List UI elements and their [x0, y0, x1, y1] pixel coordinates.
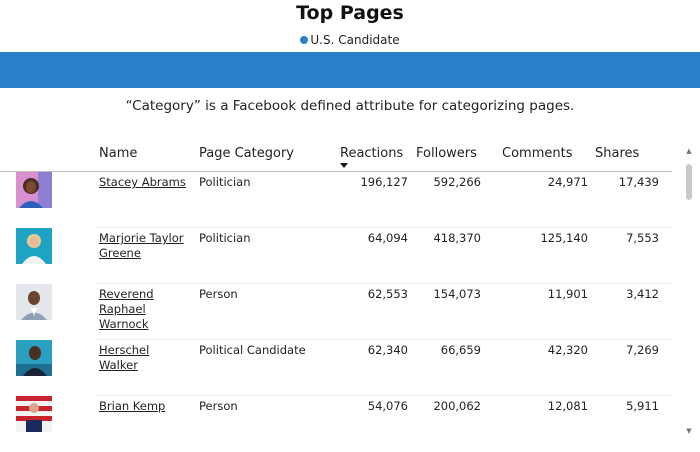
row-reactions: 62,340: [367, 343, 408, 357]
scrollbar-thumb[interactable]: [686, 164, 692, 200]
row-followers: 154,073: [433, 287, 481, 301]
header-band: [0, 52, 700, 88]
row-comments: 42,320: [547, 343, 588, 357]
row-shares: 5,911: [626, 399, 659, 413]
row-reactions: 62,553: [367, 287, 408, 301]
row-name-link[interactable]: Brian Kemp: [99, 399, 166, 413]
avatar: [16, 228, 52, 264]
row-category: Politician: [199, 175, 251, 189]
avatar: [16, 284, 52, 320]
avatar: [16, 396, 52, 432]
column-header-name[interactable]: Name: [99, 146, 138, 161]
table-scrollbar[interactable]: ▲ ▼: [684, 146, 694, 436]
row-comments: 12,081: [547, 399, 588, 413]
avatar: [16, 340, 52, 376]
row-shares: 7,553: [626, 231, 659, 245]
row-followers: 592,266: [433, 175, 481, 189]
row-shares: 7,269: [626, 343, 659, 357]
row-reactions: 196,127: [360, 175, 408, 189]
row-shares: 17,439: [618, 175, 659, 189]
row-reactions: 54,076: [367, 399, 408, 413]
row-reactions: 64,094: [367, 231, 408, 245]
page-title: Top Pages: [296, 2, 404, 24]
table-row: Marjorie Taylor Greene Politician 64,094…: [0, 228, 672, 284]
table-row: Herschel Walker Political Candidate 62,3…: [0, 340, 672, 396]
header-divider: [0, 171, 672, 172]
row-divider: [95, 283, 672, 284]
row-category: Person: [199, 287, 238, 301]
row-followers: 66,659: [440, 343, 481, 357]
scroll-up-icon[interactable]: ▲: [686, 147, 692, 155]
row-divider: [95, 339, 672, 340]
row-divider: [95, 395, 672, 396]
row-name-link[interactable]: Herschel Walker: [99, 343, 150, 372]
row-category: Political Candidate: [199, 343, 306, 357]
row-followers: 200,062: [433, 399, 481, 413]
legend: U.S. Candidate: [0, 33, 700, 47]
row-comments: 24,971: [547, 175, 588, 189]
column-header-reactions[interactable]: Reactions: [340, 146, 404, 161]
legend-label: U.S. Candidate: [310, 33, 400, 47]
row-category: Politician: [199, 231, 251, 245]
sort-descending-icon: [340, 163, 348, 168]
row-divider: [95, 227, 672, 228]
row-name-link[interactable]: Marjorie Taylor Greene: [99, 231, 184, 260]
legend-dot: [300, 36, 309, 44]
category-note: “Category” is a Facebook defined attribu…: [125, 98, 575, 114]
column-header-shares[interactable]: Shares: [595, 146, 640, 161]
column-header-comments[interactable]: Comments: [502, 146, 573, 161]
avatar: [16, 172, 52, 208]
table-row: Brian Kemp Person 54,076 200,062 12,081 …: [0, 396, 672, 452]
row-comments: 125,140: [540, 231, 588, 245]
table-row: Stacey Abrams Politician 196,127 592,266…: [0, 172, 672, 228]
row-comments: 11,901: [547, 287, 588, 301]
row-name-link[interactable]: Stacey Abrams: [99, 175, 186, 189]
column-header-category[interactable]: Page Category: [199, 146, 294, 161]
row-followers: 418,370: [433, 231, 481, 245]
row-name-link[interactable]: Reverend Raphael Warnock: [99, 287, 154, 331]
scroll-down-icon[interactable]: ▼: [686, 427, 692, 435]
row-shares: 3,412: [626, 287, 659, 301]
row-category: Person: [199, 399, 238, 413]
column-header-followers[interactable]: Followers: [416, 146, 477, 161]
table-row: Reverend Raphael Warnock Person 62,553 1…: [0, 284, 672, 340]
